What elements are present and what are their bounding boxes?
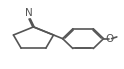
Text: O: O (106, 34, 114, 44)
Text: N: N (25, 8, 33, 18)
